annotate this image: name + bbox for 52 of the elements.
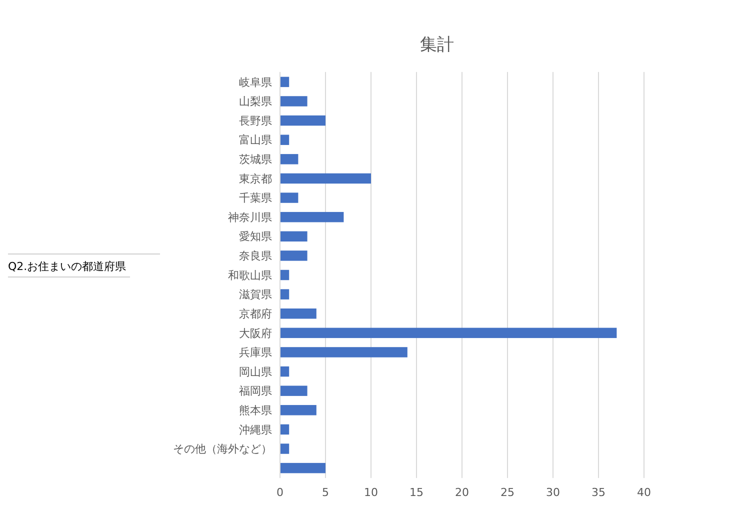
y-tick-label: 福岡県 — [239, 384, 272, 398]
y-tick-label: 千葉県 — [239, 192, 272, 205]
x-tick-label: 30 — [546, 486, 560, 499]
y-tick-label: 神奈川県 — [228, 210, 272, 224]
y-axis-title: Q2.お住まいの都道府県 — [8, 260, 126, 273]
bar — [280, 96, 308, 106]
y-tick-label: 岡山県 — [239, 365, 272, 378]
y-tick-label: 愛知県 — [239, 230, 272, 244]
x-tick-label: 15 — [410, 486, 424, 499]
x-tick-label: 25 — [500, 486, 514, 499]
x-tick-label: 0 — [276, 486, 284, 499]
bar — [280, 231, 308, 242]
y-tick-label: 沖縄県 — [239, 423, 272, 436]
y-tick-label: 奈良県 — [239, 250, 272, 263]
x-tick-label: 40 — [637, 486, 651, 499]
bar — [280, 366, 290, 377]
bar — [280, 250, 308, 261]
x-tick-label: 10 — [364, 486, 378, 499]
bar — [280, 347, 408, 358]
bar — [280, 424, 290, 435]
y-tick-label: 山梨県 — [239, 95, 272, 108]
x-tick-label: 20 — [455, 486, 469, 499]
bar — [280, 289, 290, 300]
y-tick-label: 熊本県 — [239, 404, 272, 417]
bar — [280, 192, 298, 203]
bar — [280, 76, 290, 88]
y-tick-label: 京都府 — [239, 307, 272, 320]
bar — [280, 270, 290, 280]
bar — [280, 154, 298, 164]
bar — [280, 386, 308, 396]
y-tick-label: 大阪府 — [239, 326, 272, 340]
y-tick-label: 和歌山県 — [228, 268, 272, 282]
bar — [280, 462, 326, 474]
y-tick-label: 東京都 — [239, 172, 272, 186]
bar — [280, 405, 316, 416]
bar — [280, 115, 326, 126]
y-tick-label: その他（海外など） — [173, 442, 272, 456]
chart-title: 集計 — [420, 35, 454, 55]
y-tick-label: 茨城県 — [239, 153, 272, 166]
bar — [280, 444, 290, 454]
bar — [280, 328, 617, 338]
bar — [280, 308, 316, 319]
x-tick-label: 35 — [592, 486, 606, 499]
x-tick-label: 5 — [322, 486, 329, 499]
y-tick-label: 兵庫県 — [239, 346, 272, 360]
bar — [280, 173, 371, 184]
bar — [280, 212, 344, 222]
y-tick-label: 岐阜県 — [239, 76, 272, 89]
y-tick-label: 滋賀県 — [239, 288, 272, 302]
y-tick-label: 富山県 — [239, 134, 272, 147]
bar — [280, 134, 290, 145]
y-tick-label: 長野県 — [239, 114, 272, 128]
